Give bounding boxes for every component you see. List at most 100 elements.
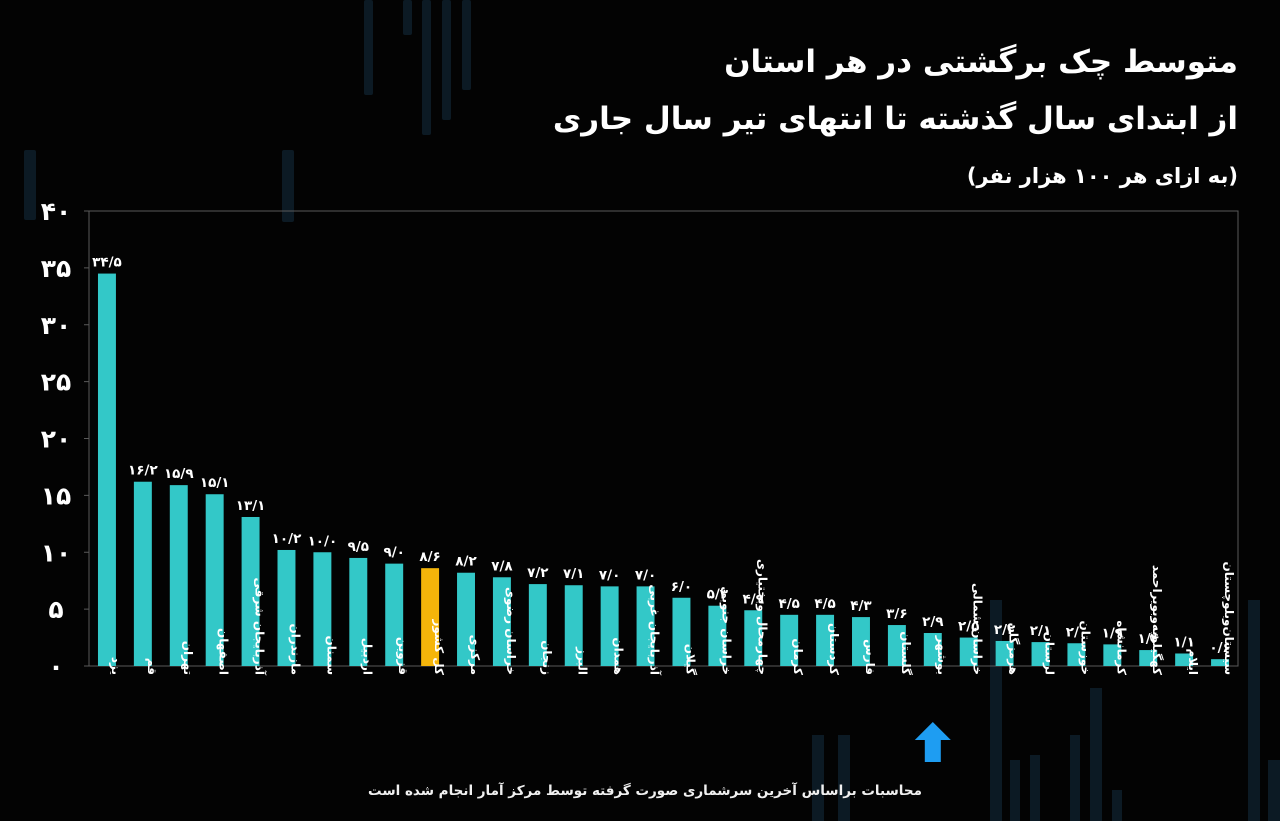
x-category-label: کردستان: [827, 623, 841, 675]
bar: [169, 485, 188, 666]
x-category-label: کل کشور: [431, 619, 446, 676]
bar: [492, 577, 511, 666]
bar: [923, 633, 942, 666]
bar: [995, 640, 1014, 666]
bar-value-label: ۶/۰: [671, 579, 692, 595]
bar: [636, 586, 655, 666]
x-category-label: آذربایجان شرقی: [253, 577, 268, 675]
x-category-label: گلستان: [899, 631, 913, 675]
x-category-label: یزد: [109, 657, 123, 675]
y-tick-label: ۵: [48, 595, 63, 624]
bar: [852, 617, 870, 666]
y-tick-label: ۰: [48, 652, 63, 681]
x-category-label: کرمان: [791, 638, 805, 675]
bar: [708, 605, 727, 666]
bar-value-label: ۲/۱: [1030, 623, 1051, 639]
bar-value-label: ۷/۰: [599, 567, 620, 583]
bar: [528, 584, 547, 666]
bar-value-label: ۹/۰: [383, 545, 404, 561]
bar: [133, 481, 152, 666]
x-category-label: خراسان جنوبی: [718, 586, 733, 675]
x-category-label: گیلان: [683, 644, 697, 675]
bar: [564, 585, 583, 666]
bar-value-label: ۷/۱: [563, 566, 584, 582]
x-category-label: سمنان: [324, 636, 338, 676]
bar-value-label: ۱۵/۱: [200, 475, 230, 491]
x-category-label: لرستان: [1043, 632, 1057, 675]
bar: [421, 568, 440, 666]
bar-value-label: ۸/۶: [419, 549, 440, 565]
y-tick-label: ۲۰: [41, 425, 72, 454]
chart-subtitle: از ابتدای سال گذشته تا انتهای تیر سال جا…: [552, 101, 1238, 137]
y-tick-label: ۱۰: [41, 538, 72, 567]
bar-value-label: ۳/۶: [886, 606, 907, 622]
bar-value-label: ۷/۰: [635, 567, 656, 583]
x-category-label: قزوین: [395, 637, 410, 675]
bar: [1211, 659, 1230, 666]
bar-value-label: ۷/۸: [491, 558, 513, 574]
bar-value-label: ۳۴/۵: [92, 255, 122, 271]
bar-value-label: ۱۰/۰: [308, 533, 338, 549]
bar-value-label: ۱/۹: [1102, 625, 1123, 641]
y-axis-unit-label: (به ازای هر ۱۰۰ هزار نفر): [966, 164, 1238, 188]
x-category-label: همدان: [612, 637, 626, 675]
x-category-label: چهارمحال وبختیاری: [754, 559, 769, 675]
y-tick-label: ۱۵: [41, 481, 72, 510]
bar: [1103, 644, 1122, 666]
x-category-label: کرمانشاه: [1114, 620, 1128, 675]
bar-value-label: ۸/۲: [455, 554, 477, 570]
x-category-label: اصفهان: [217, 628, 231, 675]
bar: [887, 625, 906, 666]
bar-value-label: ۴/۹: [743, 591, 764, 607]
bar: [1067, 643, 1086, 666]
bar: [97, 273, 116, 666]
bar-value-label: ۷/۲: [527, 565, 549, 581]
bar-value-label: ۲/۰: [1066, 624, 1087, 640]
bar: [672, 597, 691, 666]
bar: [1031, 642, 1050, 666]
bar: [241, 516, 260, 666]
bar: [205, 494, 224, 666]
bar-value-label: ۱۵/۹: [164, 466, 194, 482]
bar-value-label: ۰/۶: [1209, 640, 1230, 656]
bar: [959, 637, 978, 666]
bar-value-label: ۴/۳: [850, 598, 872, 614]
x-category-label: سیستان‌وبلوچستان: [1221, 562, 1236, 675]
bar-value-label: ۲/۲: [994, 622, 1016, 638]
bar-value-label: ۲/۹: [922, 614, 943, 630]
x-category-label: فارس: [863, 639, 877, 675]
x-category-label: خوزستان: [1077, 620, 1092, 675]
bar: [744, 610, 763, 666]
bar: [1139, 650, 1158, 666]
x-category-label: آذربایجان غربی: [648, 584, 663, 675]
bar-value-label: ۱/۱: [1173, 634, 1194, 650]
bar-value-label: ۱۳/۱: [236, 498, 266, 514]
y-tick-label: ۳۰: [41, 311, 72, 340]
bar-value-label: ۱۶/۲: [128, 463, 158, 479]
bar-value-label: ۹/۵: [348, 539, 369, 555]
bar-value-label: ۱/۴: [1138, 631, 1159, 647]
bar: [313, 552, 332, 666]
x-category-label: اردبیل: [360, 638, 374, 675]
footer-note: محاسبات براساس آخرین سرشماری صورت گرفته …: [368, 783, 922, 799]
x-category-label: البرز: [576, 646, 590, 675]
y-tick-label: ۲۵: [41, 368, 72, 397]
x-category-label: زنجان: [540, 640, 554, 675]
bar: [385, 563, 404, 666]
x-category-label: مرکزی: [468, 635, 482, 675]
y-tick-label: ۳۵: [41, 254, 72, 283]
bar: [780, 614, 799, 666]
bar: [600, 586, 619, 666]
chart-title: متوسط چک برگشتی در هر استان: [724, 44, 1238, 80]
x-category-label: کهگیلویه‌وبویراحمد: [1149, 565, 1164, 675]
bar-value-label: ۱۰/۲: [272, 531, 302, 547]
x-category-label: خراسان شمالی: [971, 583, 985, 675]
bar: [816, 614, 835, 666]
y-tick-label: ۴۰: [41, 197, 72, 226]
up-arrow-icon: [914, 722, 951, 762]
bar-value-label: ۴/۵: [778, 596, 799, 612]
x-category-label: قم: [145, 658, 159, 675]
bar-value-label: ۲/۵: [958, 619, 979, 635]
